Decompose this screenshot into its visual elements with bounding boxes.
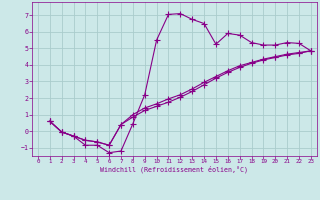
X-axis label: Windchill (Refroidissement éolien,°C): Windchill (Refroidissement éolien,°C) [100, 166, 248, 173]
